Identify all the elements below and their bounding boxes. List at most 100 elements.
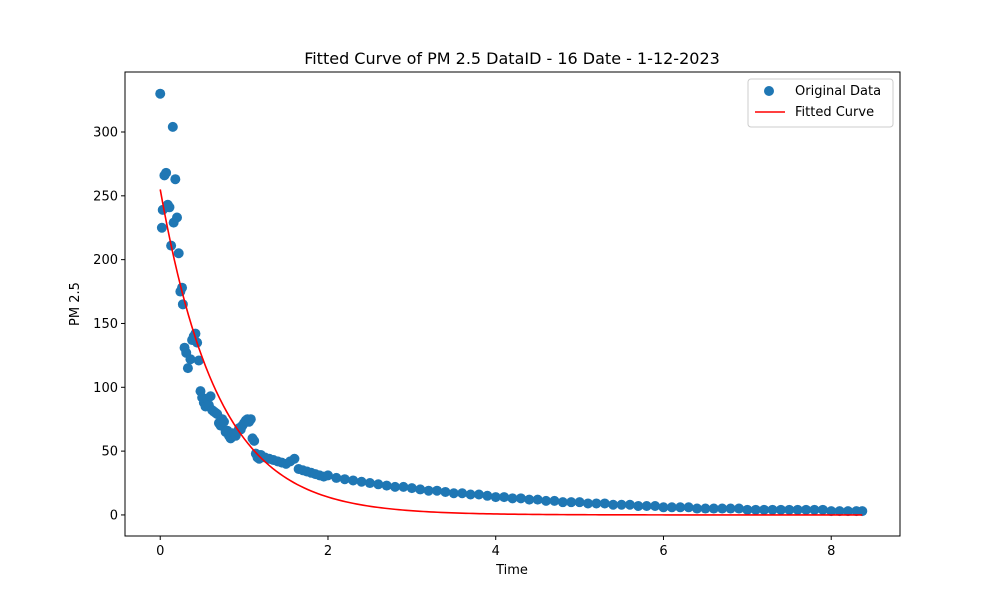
data-point xyxy=(356,476,367,487)
data-point xyxy=(759,504,770,515)
data-point xyxy=(515,493,526,504)
data-point xyxy=(733,503,744,514)
data-point xyxy=(381,480,392,491)
data-point xyxy=(348,475,359,486)
data-point xyxy=(457,488,468,499)
data-point xyxy=(164,202,175,213)
plot-frame xyxy=(124,71,901,537)
data-point xyxy=(566,497,577,508)
data-point xyxy=(170,174,181,185)
data-point xyxy=(591,498,602,509)
data-point xyxy=(784,504,795,515)
data-point xyxy=(658,502,669,513)
data-point xyxy=(683,502,694,513)
data-point xyxy=(717,503,728,514)
data-point xyxy=(490,492,501,503)
x-tick-label: 6 xyxy=(659,544,667,559)
y-tick-label: 100 xyxy=(93,381,118,396)
data-point xyxy=(541,495,552,506)
data-point xyxy=(167,121,178,132)
chart-title: Fitted Curve of PM 2.5 DataID - 16 Date … xyxy=(304,49,720,68)
data-point xyxy=(245,414,256,425)
x-axis: 0 2 4 6 8 xyxy=(156,536,835,559)
legend-box xyxy=(747,78,894,128)
data-point xyxy=(182,363,193,374)
data-point xyxy=(775,504,786,515)
data-point xyxy=(725,503,736,514)
y-tick-label: 200 xyxy=(93,253,118,268)
legend-label-original-data: Original Data xyxy=(795,84,881,99)
x-tick-label: 8 xyxy=(827,544,835,559)
x-axis-label: Time xyxy=(495,563,528,578)
data-point xyxy=(331,472,342,483)
data-point xyxy=(507,493,518,504)
legend: Original Data Fitted Curve xyxy=(747,78,894,128)
data-point xyxy=(843,506,853,517)
y-axis: 0 50 100 150 200 250 300 xyxy=(93,125,125,523)
data-point xyxy=(608,499,619,510)
data-point xyxy=(415,484,426,495)
data-point xyxy=(289,453,300,464)
data-point xyxy=(218,416,229,427)
data-point xyxy=(373,479,384,490)
data-point xyxy=(641,501,652,511)
y-tick-label: 50 xyxy=(101,445,118,460)
plot-content xyxy=(155,88,868,517)
x-tick-label: 0 xyxy=(156,544,164,559)
data-point xyxy=(857,506,868,517)
legend-label-fitted-curve: Fitted Curve xyxy=(795,105,874,120)
data-point xyxy=(465,489,476,500)
y-tick-label: 150 xyxy=(93,317,118,332)
data-point xyxy=(155,88,166,99)
y-tick-label: 0 xyxy=(110,508,118,523)
data-point xyxy=(557,497,568,508)
data-point xyxy=(666,502,677,513)
data-point xyxy=(599,498,610,509)
data-point xyxy=(440,486,451,497)
data-point xyxy=(524,494,535,505)
y-axis-label: PM 2.5 xyxy=(68,282,83,326)
y-tick-label: 250 xyxy=(93,189,118,204)
data-point xyxy=(432,485,443,496)
data-point xyxy=(834,506,845,517)
data-point xyxy=(499,492,510,503)
data-point xyxy=(549,495,560,506)
data-point xyxy=(161,167,172,178)
x-tick-label: 4 xyxy=(492,544,500,559)
data-point xyxy=(616,499,627,510)
data-point xyxy=(205,391,216,402)
legend-marker-original-data xyxy=(764,86,774,96)
y-tick-label: 300 xyxy=(93,125,118,140)
data-point xyxy=(406,483,417,494)
plot-area xyxy=(125,72,900,536)
data-point xyxy=(364,478,375,489)
data-point xyxy=(826,506,837,517)
data-point xyxy=(708,503,719,514)
data-point xyxy=(624,499,635,510)
fitted-curve-line xyxy=(159,189,863,516)
data-point xyxy=(767,504,778,515)
data-point xyxy=(156,222,167,233)
data-point xyxy=(390,481,401,492)
data-point xyxy=(692,503,703,514)
data-point xyxy=(423,485,434,496)
data-point xyxy=(809,504,820,515)
data-point xyxy=(185,354,196,365)
data-point xyxy=(193,355,204,366)
data-point xyxy=(574,497,585,508)
data-point xyxy=(249,435,260,446)
data-point xyxy=(398,481,409,492)
data-point xyxy=(650,501,661,511)
data-point xyxy=(322,470,333,481)
data-point xyxy=(750,504,761,515)
data-point xyxy=(172,212,182,223)
data-point xyxy=(173,248,184,259)
data-point xyxy=(801,504,812,515)
data-point xyxy=(582,498,593,509)
data-point xyxy=(817,504,828,515)
data-point xyxy=(473,489,484,500)
data-point xyxy=(482,490,493,501)
data-point xyxy=(633,501,644,511)
data-point xyxy=(675,502,686,513)
